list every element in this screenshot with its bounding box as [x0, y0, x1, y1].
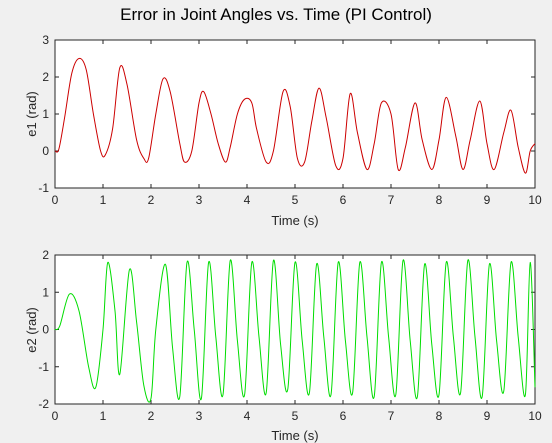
xtick-label-e2-2: 2: [148, 409, 155, 423]
xtick-label-e2-10: 10: [528, 409, 542, 423]
ytick-label-e1-2: 2: [42, 70, 49, 84]
xtick-label-e1-0: 0: [52, 193, 59, 207]
xtick-label-e1-10: 10: [528, 193, 542, 207]
series-e1: [54, 57, 536, 174]
ytick-label-e1--1: -1: [38, 181, 49, 195]
xtick-label-e2-1: 1: [100, 409, 107, 423]
series-line-e1-0: [54, 57, 536, 174]
xtick-label-e2-9: 9: [484, 409, 491, 423]
chart-e2: 0 1 2 3 4 5 6 7 8 9 10 -2 -1 0 1 2 Time (s) e2 (rad): [24, 248, 542, 443]
ylabel-e1: e1 (rad): [24, 91, 39, 137]
xtick-label-e1-3: 3: [196, 193, 203, 207]
ytick-label-e1-3: 3: [42, 33, 49, 47]
xtick-label-e1-4: 4: [244, 193, 251, 207]
xtick-label-e1-9: 9: [484, 193, 491, 207]
xtick-label-e2-3: 3: [196, 409, 203, 423]
ytick-label-e1-0: 0: [42, 144, 49, 158]
xlabel-e1: Time (s): [271, 213, 318, 228]
xtick-label-e1-5: 5: [292, 193, 299, 207]
ytick-label-e1-1: 1: [42, 107, 49, 121]
xtick-label-e2-7: 7: [388, 409, 395, 423]
xtick-label-e1-8: 8: [436, 193, 443, 207]
plot-area-e2: [54, 254, 536, 405]
ticks-e2: 0 1 2 3 4 5 6 7 8 9 10 -2 -1 0 1 2: [38, 248, 542, 423]
xtick-label-e1-7: 7: [388, 193, 395, 207]
xtick-label-e1-6: 6: [340, 193, 347, 207]
xtick-label-e2-6: 6: [340, 409, 347, 423]
ytick-label-e2-0: 0: [42, 323, 49, 337]
plot-area-e1: [54, 39, 536, 189]
series-e2: [54, 259, 536, 403]
xtick-label-e2-4: 4: [244, 409, 251, 423]
xtick-label-e2-8: 8: [436, 409, 443, 423]
xtick-label-e2-0: 0: [52, 409, 59, 423]
xlabel-e2: Time (s): [271, 428, 318, 443]
ytick-label-e2-1: 1: [42, 285, 49, 299]
figure-title: Error in Joint Angles vs. Time (PI Contr…: [120, 5, 432, 24]
xtick-label-e2-5: 5: [292, 409, 299, 423]
xtick-label-e1-1: 1: [100, 193, 107, 207]
ytick-label-e2-2: 2: [42, 248, 49, 262]
series-line-e2-0: [54, 259, 536, 403]
ylabel-e2: e2 (rad): [24, 307, 39, 353]
ytick-label-e2--1: -1: [38, 360, 49, 374]
xtick-label-e1-2: 2: [148, 193, 155, 207]
ytick-label-e2--2: -2: [38, 397, 49, 411]
